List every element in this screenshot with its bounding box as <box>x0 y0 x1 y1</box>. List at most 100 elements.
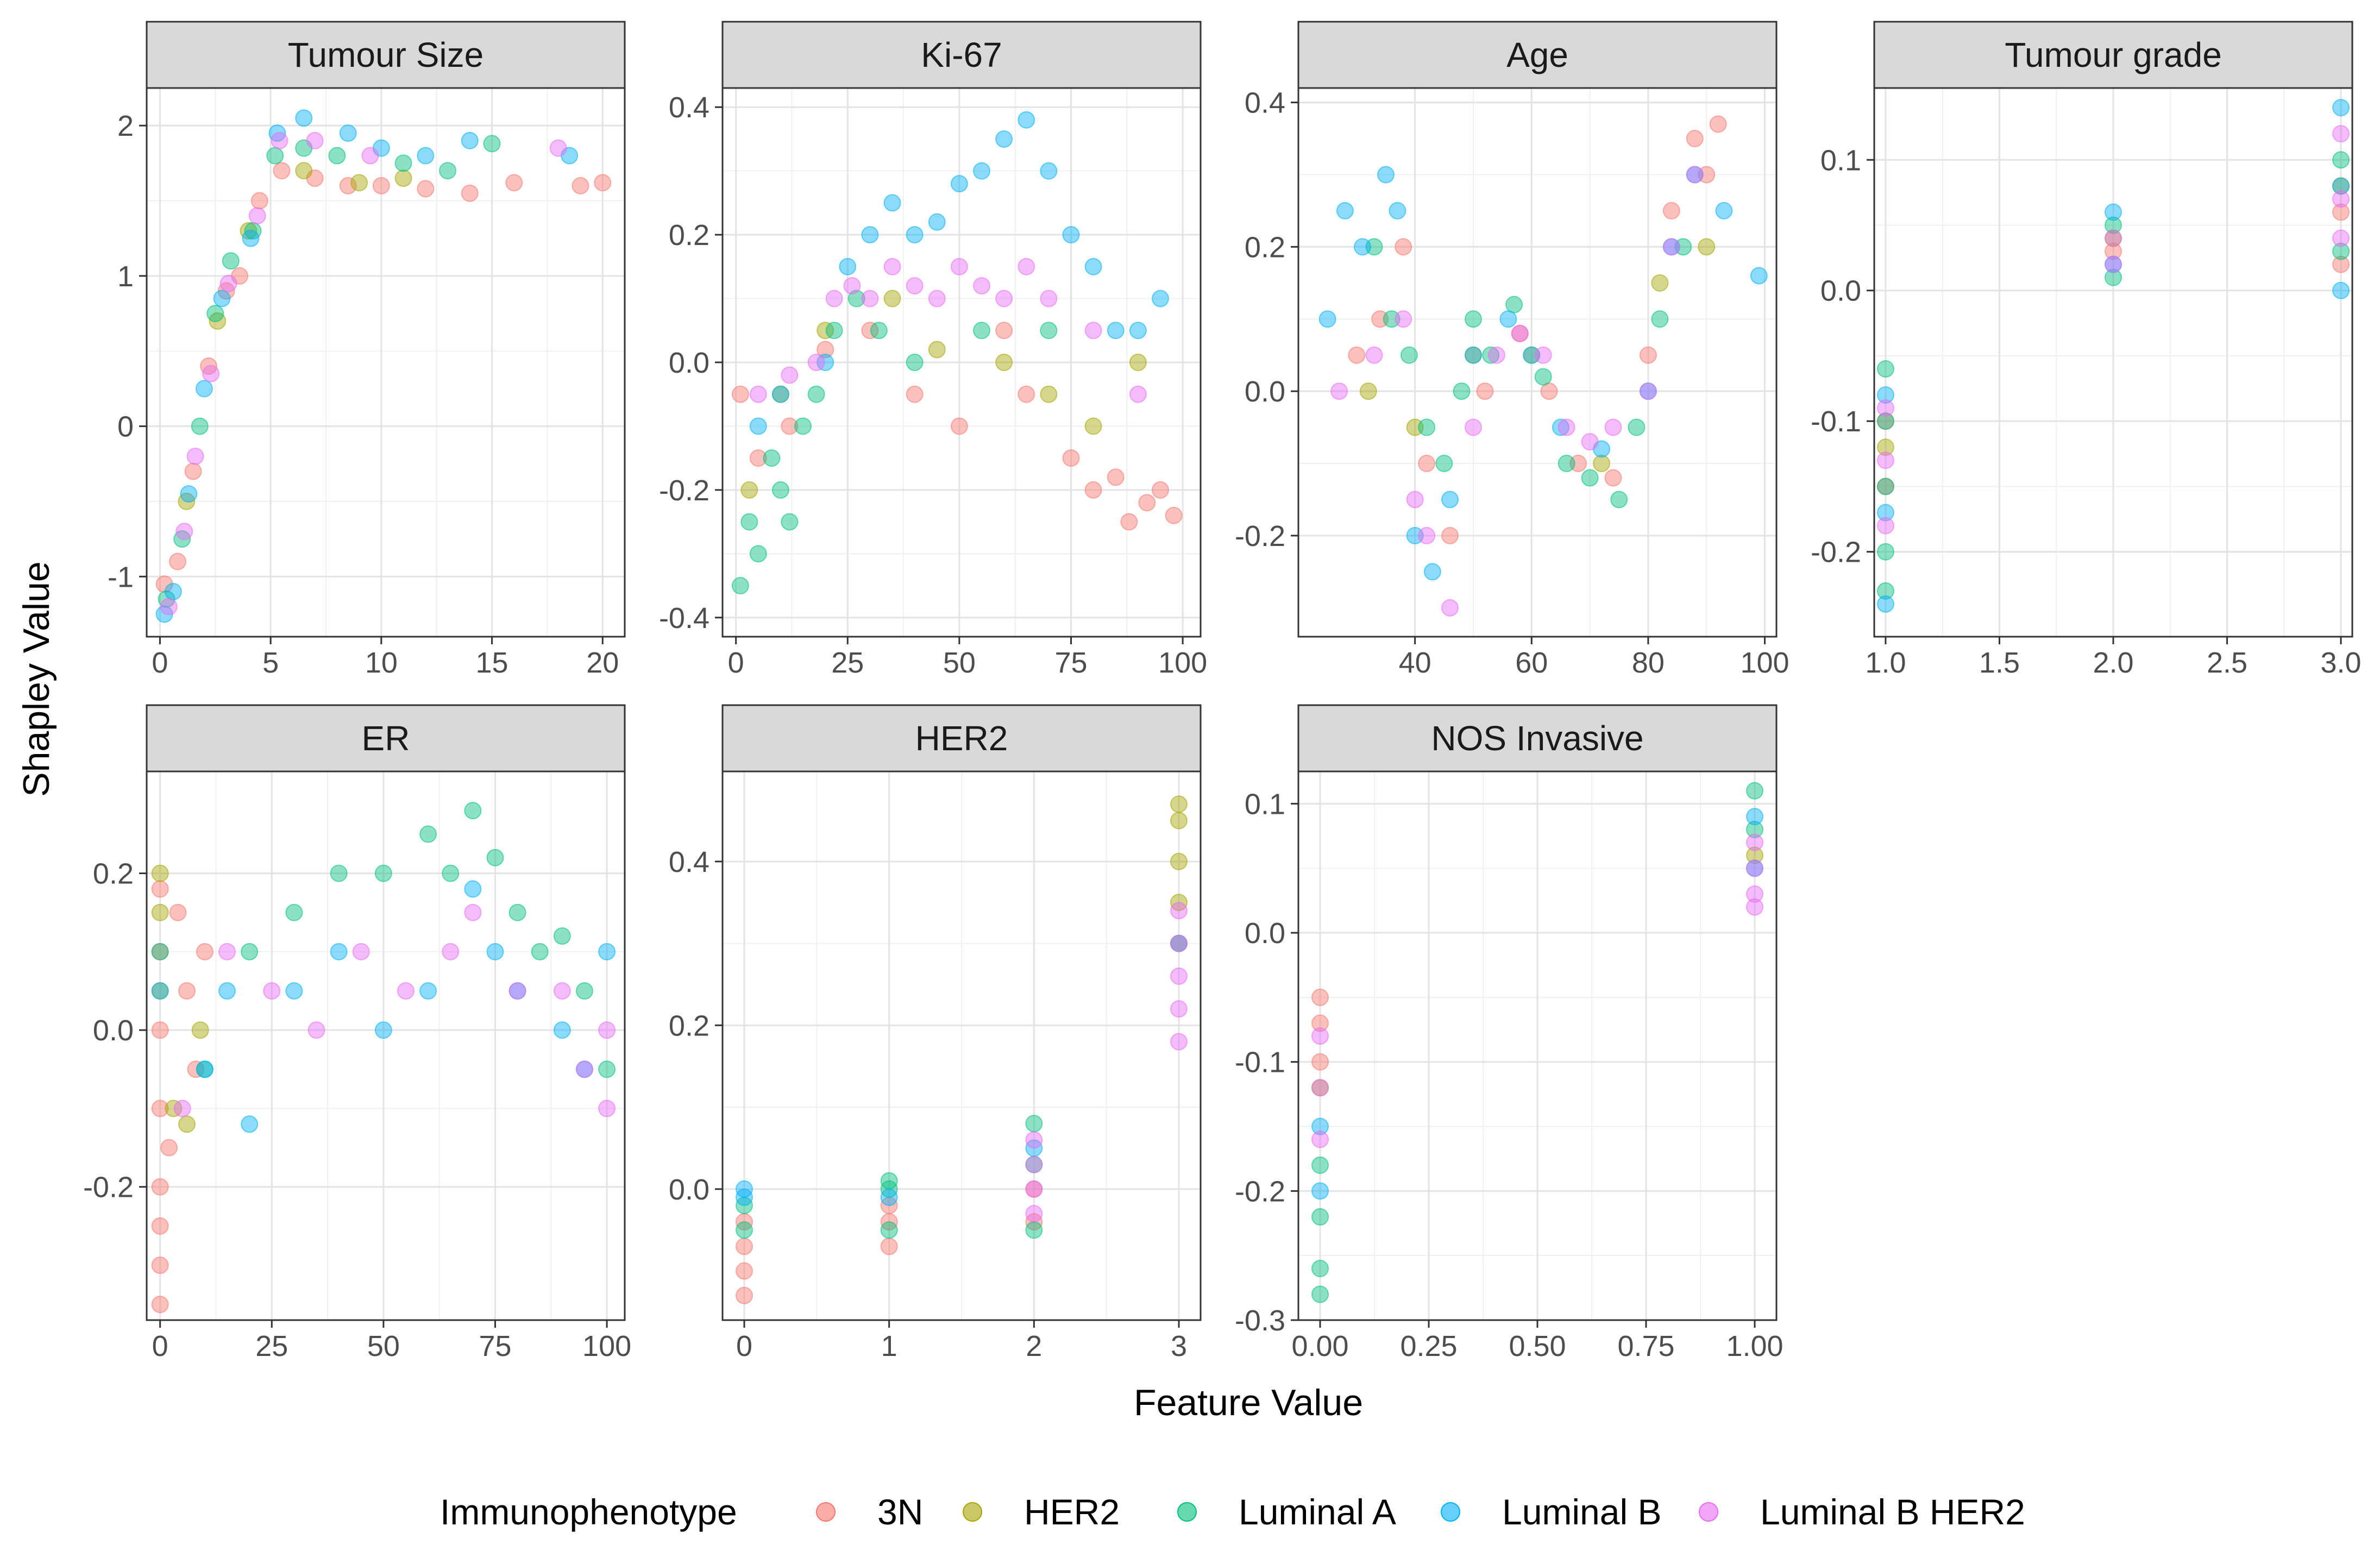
point-luminal-b <box>1552 418 1569 436</box>
point-luminal-a <box>1876 582 1894 600</box>
point-luminal-b-her2 <box>2332 125 2350 143</box>
point-luminal-a <box>1453 382 1471 400</box>
point-luminal-a <box>880 1172 898 1190</box>
point-luminal-b <box>1129 322 1147 340</box>
point-luminal-b <box>464 880 482 898</box>
point-3n <box>151 1021 169 1039</box>
point-3n <box>250 192 268 210</box>
point-luminal-b-her2 <box>553 982 571 1000</box>
point-3n <box>1311 1014 1329 1032</box>
point-3n <box>151 1296 169 1314</box>
point-luminal-b <box>1715 202 1733 219</box>
point-luminal-b <box>1311 1182 1329 1200</box>
point-luminal-a <box>731 577 749 595</box>
point-luminal-b <box>285 982 303 1000</box>
point-luminal-b-her2 <box>1876 517 1894 535</box>
facet-title: NOS Invasive <box>1431 719 1643 758</box>
point-3n <box>1418 455 1436 473</box>
y-tick-label: 0.1 <box>1245 788 1285 820</box>
point-luminal-a <box>1464 310 1482 328</box>
point-3n <box>594 174 612 192</box>
y-tick-label: -0.3 <box>1235 1304 1285 1337</box>
facet-strip <box>1873 21 2353 89</box>
point-luminal-a <box>847 290 865 307</box>
point-luminal-b <box>461 131 479 149</box>
point-3n <box>880 1238 898 1255</box>
y-tick-label: 0.0 <box>669 1173 709 1206</box>
point-luminal-a <box>1400 346 1418 364</box>
point-3n <box>781 417 799 435</box>
point-luminal-a <box>1311 1156 1329 1174</box>
x-tick-label: 2.5 <box>2207 646 2247 679</box>
point-luminal-b <box>2105 203 2122 221</box>
point-luminal-b <box>1464 346 1482 364</box>
point-luminal-b <box>419 982 437 1000</box>
point-luminal-a <box>241 943 259 960</box>
y-tick-label: 0.1 <box>1820 144 1861 177</box>
point-3n <box>731 385 749 403</box>
point-luminal-b-her2 <box>1464 418 1482 436</box>
point-luminal-a <box>973 322 991 340</box>
panel-border <box>146 770 626 1321</box>
point-her2 <box>165 1100 183 1117</box>
point-luminal-a <box>781 513 799 531</box>
x-tick-label: 25 <box>255 1330 288 1362</box>
point-luminal-a <box>825 322 843 340</box>
point-luminal-a <box>1876 360 1894 378</box>
point-luminal-a <box>553 927 571 945</box>
point-3n <box>151 1100 169 1117</box>
point-luminal-b-her2 <box>1746 833 1763 851</box>
panel-background <box>147 88 625 637</box>
point-3n <box>160 1139 178 1157</box>
point-luminal-b-her2 <box>307 1021 325 1039</box>
point-3n <box>736 1262 753 1280</box>
point-luminal-b-her2 <box>1025 1180 1043 1198</box>
legend-item-her2: HER2 <box>963 1492 1120 1532</box>
point-her2 <box>928 341 946 359</box>
point-her2 <box>1876 438 1894 456</box>
y-tick-label: 0.2 <box>93 858 134 890</box>
x-tick-label: 0 <box>152 1330 168 1362</box>
point-luminal-b-her2 <box>575 1060 593 1078</box>
point-luminal-b-her2 <box>306 131 324 149</box>
point-luminal-a <box>906 354 924 371</box>
point-luminal-a <box>1746 820 1763 838</box>
point-3n <box>1107 468 1125 486</box>
point-luminal-b-her2 <box>2332 190 2350 208</box>
point-her2 <box>1040 385 1058 403</box>
y-axis-title: Shapley Value <box>16 561 57 797</box>
point-luminal-b-her2 <box>928 290 946 307</box>
point-luminal-b <box>1311 1117 1329 1135</box>
point-luminal-b-her2 <box>1746 898 1763 916</box>
point-3n <box>1062 449 1080 467</box>
x-tick-label: 3.0 <box>2321 646 2362 679</box>
x-tick-label: 0.75 <box>1617 1330 1674 1362</box>
point-luminal-b-her2 <box>1311 1027 1329 1045</box>
point-luminal-a <box>1418 418 1436 436</box>
y-tick-label: 1 <box>117 260 134 293</box>
point-luminal-b <box>1389 202 1406 219</box>
point-luminal-a <box>1558 455 1575 473</box>
point-3n <box>1311 988 1329 1006</box>
point-3n <box>151 880 169 898</box>
point-luminal-b <box>195 380 213 398</box>
point-her2 <box>178 1115 196 1133</box>
panel-border <box>1297 770 1778 1321</box>
point-luminal-a <box>1876 543 1894 561</box>
point-luminal-b-her2 <box>1746 885 1763 903</box>
points-tumour-size <box>155 109 612 623</box>
y-tick-label: 0.0 <box>1245 917 1285 950</box>
point-luminal-a <box>763 449 781 467</box>
point-her2 <box>151 864 169 882</box>
y-tick-label: -0.2 <box>1235 1175 1285 1208</box>
point-luminal-b-her2 <box>995 290 1013 307</box>
point-luminal-b <box>995 130 1013 148</box>
point-luminal-b <box>164 582 182 600</box>
point-3n <box>1639 346 1657 364</box>
point-luminal-b-her2 <box>1558 418 1575 436</box>
point-3n <box>1348 346 1366 364</box>
point-luminal-b-her2 <box>1487 346 1505 364</box>
point-luminal-a <box>394 154 412 172</box>
point-luminal-a <box>2105 268 2122 286</box>
point-luminal-b-her2 <box>186 447 204 465</box>
